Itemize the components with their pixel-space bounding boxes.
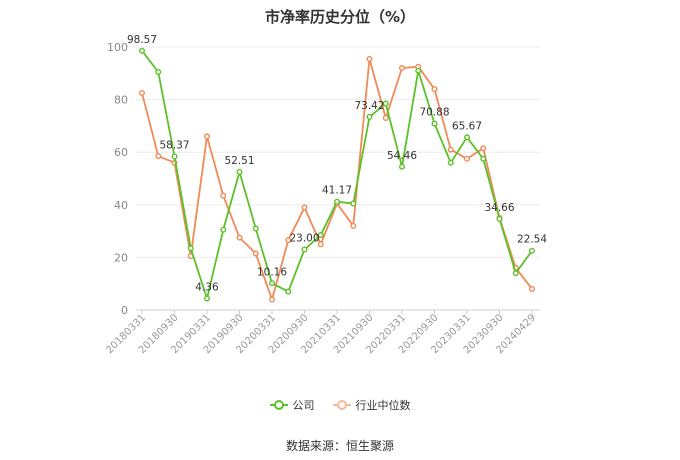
data-label: 58.37 <box>159 139 189 151</box>
data-label: 4.36 <box>195 282 219 294</box>
legend-item-company[interactable]: 公司 <box>269 397 315 413</box>
data-point-0 <box>480 155 487 162</box>
data-label: 70.88 <box>419 107 449 119</box>
data-label: 23.00 <box>289 233 319 245</box>
data-label: 54.46 <box>387 150 417 162</box>
data-point-0 <box>285 288 292 295</box>
data-point-1 <box>220 192 227 199</box>
data-point-0 <box>155 68 162 75</box>
data-point-1 <box>317 241 324 248</box>
data-point-0 <box>512 270 519 277</box>
legend: 公司 行业中位数 <box>0 397 680 413</box>
y-tick-label: 0 <box>121 304 128 317</box>
data-point-0 <box>301 246 308 253</box>
data-point-0 <box>269 280 276 287</box>
data-point-1 <box>350 222 357 229</box>
data-label: 73.42 <box>354 100 384 112</box>
data-point-1 <box>431 86 438 93</box>
chart-title: 市净率历史分位（%） <box>264 8 416 26</box>
y-tick-label: 100 <box>107 41 128 54</box>
data-label: 34.66 <box>484 202 514 214</box>
data-label: 22.54 <box>517 234 547 246</box>
data-point-1 <box>252 250 259 257</box>
data-source: 数据来源：恒生聚源 <box>285 439 394 453</box>
data-point-0 <box>529 247 536 254</box>
series-line-0 <box>141 50 533 302</box>
data-label: 98.57 <box>127 34 157 46</box>
data-label: 41.17 <box>322 185 352 197</box>
data-point-1 <box>399 65 406 72</box>
data-point-1 <box>447 146 454 153</box>
data-point-0 <box>334 198 341 205</box>
line-chart: 0204060801002018033120180930201903312019… <box>104 34 547 356</box>
data-label: 10.16 <box>257 266 287 278</box>
y-tick-label: 60 <box>114 146 128 159</box>
data-point-0 <box>350 200 357 207</box>
y-tick-label: 20 <box>114 251 128 264</box>
legend-label-industry-median: 行业中位数 <box>355 399 411 412</box>
data-point-0 <box>138 47 145 54</box>
data-point-1 <box>464 155 471 162</box>
data-point-0 <box>171 153 178 160</box>
data-point-1 <box>285 237 292 244</box>
data-point-0 <box>236 168 243 175</box>
data-point-0 <box>415 67 422 74</box>
data-point-1 <box>138 90 145 97</box>
data-point-0 <box>317 232 324 239</box>
data-point-1 <box>382 115 389 122</box>
data-point-0 <box>203 295 210 302</box>
data-point-0 <box>187 245 194 252</box>
data-point-0 <box>366 113 373 120</box>
data-point-0 <box>220 226 227 233</box>
legend-swatch-industry-median <box>332 399 351 411</box>
data-label: 65.67 <box>452 120 482 132</box>
data-point-0 <box>431 120 438 127</box>
data-point-1 <box>269 296 276 303</box>
data-point-0 <box>252 225 259 232</box>
data-point-0 <box>464 134 471 141</box>
data-point-1 <box>366 55 373 62</box>
data-label: 52.51 <box>224 155 254 167</box>
data-point-0 <box>496 215 503 222</box>
data-point-1 <box>529 285 536 292</box>
legend-swatch-company <box>269 399 288 411</box>
series-line-1 <box>141 58 533 303</box>
y-tick-label: 80 <box>114 94 128 107</box>
legend-label-company: 公司 <box>292 399 315 412</box>
data-point-0 <box>399 163 406 170</box>
data-point-0 <box>447 159 454 166</box>
legend-item-industry-median[interactable]: 行业中位数 <box>332 397 411 413</box>
y-tick-label: 40 <box>114 199 128 212</box>
data-point-0 <box>382 100 389 107</box>
data-point-1 <box>480 145 487 152</box>
data-point-1 <box>301 204 308 211</box>
data-point-1 <box>203 133 210 140</box>
data-point-1 <box>155 153 162 160</box>
data-point-1 <box>236 234 243 241</box>
